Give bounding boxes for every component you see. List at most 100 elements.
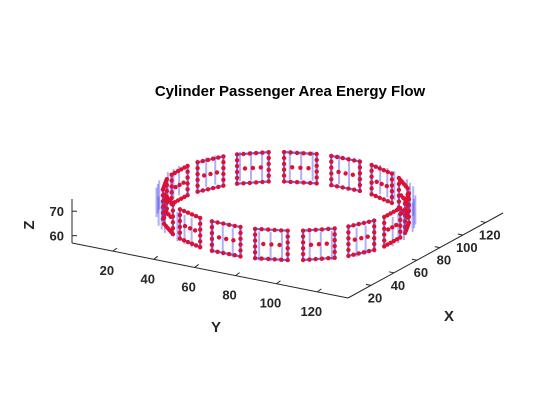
energy-flow-panels bbox=[155, 149, 417, 263]
sample-point bbox=[334, 184, 340, 189]
sample-point bbox=[266, 256, 271, 262]
sample-point bbox=[352, 187, 357, 192]
sample-point bbox=[398, 211, 403, 217]
sample-point bbox=[277, 242, 282, 248]
panel bbox=[300, 226, 337, 263]
sample-point bbox=[332, 243, 337, 249]
panel bbox=[195, 154, 226, 194]
sample-point bbox=[221, 221, 226, 226]
y-tick-label: 60 bbox=[181, 279, 195, 294]
sample-point bbox=[258, 165, 263, 170]
sample-point bbox=[169, 172, 174, 177]
sample-point bbox=[266, 179, 271, 184]
sample-point bbox=[369, 174, 374, 179]
sample-point bbox=[185, 239, 191, 245]
sample-point bbox=[351, 223, 356, 228]
y-tick-mark bbox=[317, 288, 322, 293]
sample-point bbox=[198, 239, 203, 244]
sample-point bbox=[382, 238, 387, 243]
sample-point bbox=[314, 169, 319, 174]
sample-point bbox=[234, 158, 240, 163]
sample-point bbox=[301, 180, 306, 185]
sample-point bbox=[382, 226, 387, 231]
sample-point bbox=[189, 212, 195, 217]
sample-point bbox=[209, 225, 215, 230]
sample-point bbox=[357, 182, 363, 188]
sample-point bbox=[396, 199, 402, 204]
sample-point bbox=[187, 226, 193, 231]
sample-point bbox=[177, 212, 183, 218]
panel bbox=[252, 226, 290, 263]
sample-point bbox=[266, 227, 271, 232]
sample-point bbox=[382, 220, 387, 226]
sample-point bbox=[259, 227, 264, 232]
sample-point bbox=[306, 166, 311, 171]
x-axis-label: X bbox=[444, 308, 454, 325]
sample-point bbox=[357, 171, 363, 176]
sample-point bbox=[210, 185, 216, 191]
sample-point bbox=[234, 175, 240, 181]
sample-point bbox=[177, 218, 183, 224]
sample-point bbox=[382, 232, 387, 237]
sample-point bbox=[285, 252, 290, 257]
sample-point bbox=[272, 227, 277, 233]
sample-point bbox=[279, 257, 284, 262]
sample-point bbox=[319, 256, 325, 261]
sample-point bbox=[238, 254, 243, 259]
sample-point bbox=[307, 257, 312, 262]
sample-point bbox=[221, 177, 226, 182]
sample-point bbox=[266, 155, 271, 161]
sample-point bbox=[385, 213, 390, 218]
sample-point bbox=[161, 221, 167, 226]
sample-point bbox=[336, 169, 341, 175]
z-ticks: 60 70 bbox=[50, 204, 77, 244]
sample-point bbox=[281, 173, 287, 178]
sample-point bbox=[253, 180, 259, 185]
sample-point bbox=[377, 166, 382, 171]
x-tick-mark bbox=[434, 246, 440, 249]
sample-point bbox=[390, 225, 395, 230]
sample-point bbox=[377, 195, 382, 200]
z-tick-label: 70 bbox=[50, 204, 64, 219]
sample-point bbox=[226, 222, 232, 227]
sample-point bbox=[260, 179, 265, 185]
sample-point bbox=[346, 253, 351, 259]
sample-point bbox=[308, 242, 314, 247]
sample-point bbox=[356, 251, 361, 256]
sample-point bbox=[389, 177, 395, 182]
sample-point bbox=[369, 192, 374, 197]
sample-point bbox=[385, 242, 390, 247]
y-tick-mark bbox=[194, 264, 199, 268]
sample-point bbox=[193, 243, 199, 248]
sample-point bbox=[396, 187, 402, 193]
x-tick-mark bbox=[411, 258, 417, 261]
sample-point bbox=[260, 150, 265, 155]
sample-point bbox=[313, 227, 318, 232]
panel bbox=[329, 153, 363, 194]
sample-point bbox=[326, 226, 331, 232]
panel bbox=[234, 150, 271, 186]
panel bbox=[402, 191, 417, 236]
sample-point bbox=[357, 159, 363, 164]
sample-point bbox=[195, 177, 200, 183]
sample-point bbox=[398, 235, 403, 240]
panel bbox=[369, 162, 396, 206]
x-tick-mark bbox=[365, 283, 372, 286]
sample-point bbox=[326, 256, 331, 261]
sample-point bbox=[205, 187, 211, 192]
sample-point bbox=[169, 184, 174, 189]
sample-point bbox=[332, 238, 337, 243]
sample-point bbox=[346, 247, 351, 253]
sample-point bbox=[406, 191, 412, 196]
sample-point bbox=[389, 183, 395, 188]
sample-point bbox=[350, 172, 355, 177]
sample-point bbox=[253, 150, 259, 156]
sample-point bbox=[388, 211, 393, 216]
sample-point bbox=[334, 154, 340, 160]
sample-point bbox=[209, 242, 215, 247]
sample-point bbox=[366, 248, 372, 254]
sample-point bbox=[372, 241, 377, 247]
sample-point bbox=[173, 184, 178, 190]
sample-point bbox=[241, 151, 246, 157]
sample-point bbox=[234, 169, 240, 175]
